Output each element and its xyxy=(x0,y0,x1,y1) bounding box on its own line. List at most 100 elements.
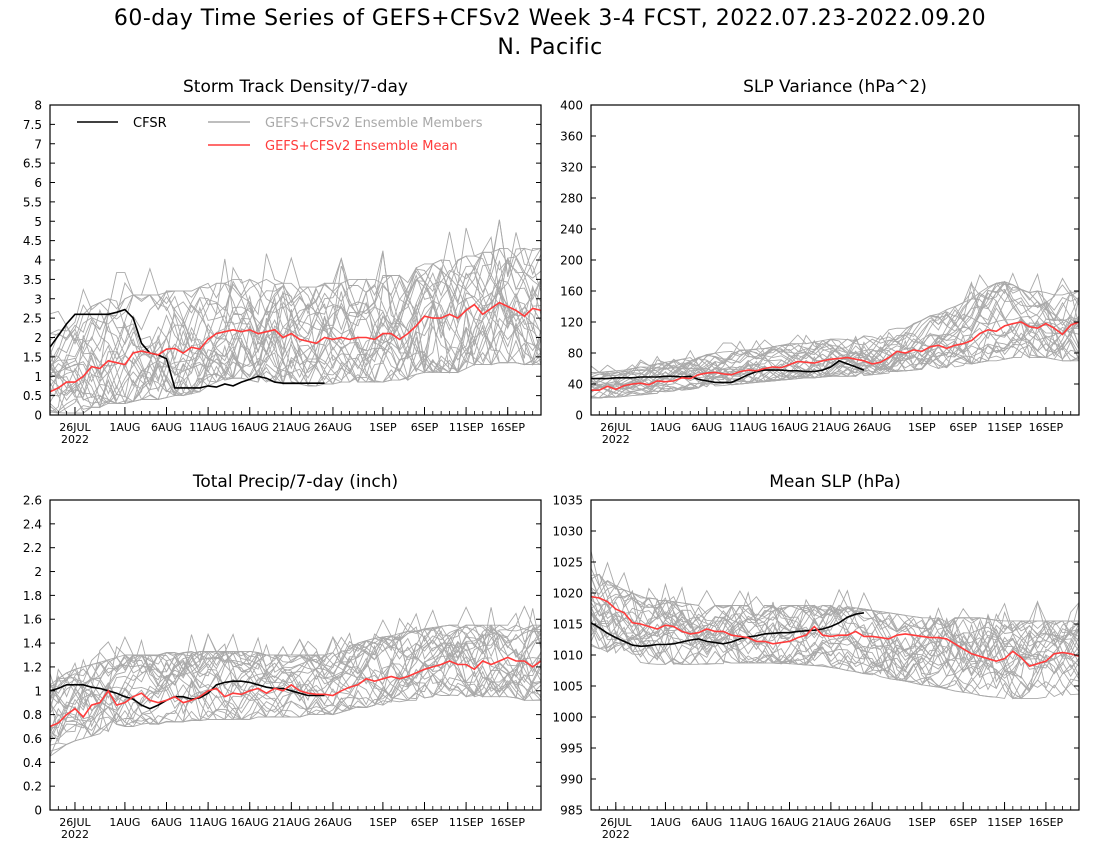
panel-title: Total Precip/7-day (inch) xyxy=(192,472,398,492)
member-line xyxy=(50,260,541,414)
member-line xyxy=(591,582,1079,700)
x-year-label: 2022 xyxy=(61,433,89,446)
legend-mean-label: GEFS+CFSv2 Ensemble Mean xyxy=(265,139,458,154)
member-line xyxy=(50,255,541,381)
y-tick-label: 6 xyxy=(34,176,42,190)
member-line xyxy=(50,624,541,727)
plot-frame xyxy=(49,499,542,811)
member-line xyxy=(50,311,541,404)
member-line xyxy=(50,606,541,706)
member-line xyxy=(50,259,541,395)
member-line xyxy=(591,580,1079,694)
y-tick-label: 2 xyxy=(34,565,42,579)
y-tick-label: 1035 xyxy=(552,494,583,508)
x-tick-label: 16AUG xyxy=(770,816,808,829)
x-year-label: 2022 xyxy=(602,433,630,446)
y-tick-label: 0.8 xyxy=(23,708,42,722)
cfsr-line xyxy=(50,308,325,389)
member-line xyxy=(591,326,1079,392)
cfsr-line xyxy=(591,359,865,384)
y-tick-label: 1005 xyxy=(552,680,583,694)
member-line xyxy=(591,272,1079,387)
x-year-label: 2022 xyxy=(61,828,89,841)
member-line xyxy=(50,258,541,404)
figure-title: 60-day Time Series of GEFS+CFSv2 Week 3-… xyxy=(113,6,987,31)
member-line xyxy=(591,318,1079,391)
member-line xyxy=(591,590,1079,700)
y-tick-label: 1000 xyxy=(552,711,583,725)
member-line xyxy=(591,580,1079,699)
x-tick-label: 26AUG xyxy=(853,816,891,829)
y-tick-label: 7.5 xyxy=(23,118,42,132)
ensemble-mean-line xyxy=(50,301,541,393)
y-tick-label: 3.5 xyxy=(23,273,42,287)
y-tick-label: 1025 xyxy=(552,556,583,570)
x-tick-label: 26AUG xyxy=(314,421,352,434)
y-tick-label: 160 xyxy=(560,285,583,299)
x-tick-label: 16SEP xyxy=(490,816,525,829)
y-tick-label: 1 xyxy=(34,370,42,384)
panel-3: Total Precip/7-day (inch)00.20.40.60.811… xyxy=(23,472,542,841)
member-line xyxy=(50,253,541,351)
member-line xyxy=(591,281,1079,387)
y-tick-label: 360 xyxy=(560,130,583,144)
x-tick-label: 11AUG xyxy=(729,421,767,434)
panel-title: Mean SLP (hPa) xyxy=(769,472,901,492)
ensemble-members xyxy=(591,550,1079,700)
x-tick-label: 6AUG xyxy=(151,421,182,434)
y-tick-label: 1010 xyxy=(552,649,583,663)
x-tick-label: 21AUG xyxy=(812,816,850,829)
y-tick-label: 120 xyxy=(560,316,583,330)
x-tick-label: 6SEP xyxy=(411,421,439,434)
x-tick-label: 11AUG xyxy=(729,816,767,829)
y-tick-label: 0.6 xyxy=(23,732,42,746)
x-tick-label: 26JUL xyxy=(600,816,632,829)
y-tick-label: 2.6 xyxy=(23,494,42,508)
x-tick-label: 16AUG xyxy=(231,421,269,434)
member-line xyxy=(591,286,1079,388)
y-tick-label: 6.5 xyxy=(23,157,42,171)
x-tick-label: 11SEP xyxy=(449,421,484,434)
x-tick-label: 16AUG xyxy=(231,816,269,829)
x-tick-label: 11SEP xyxy=(987,421,1022,434)
plot-frame xyxy=(590,499,1080,811)
y-tick-label: 4.5 xyxy=(23,234,42,248)
y-tick-label: 0 xyxy=(34,409,42,423)
y-tick-label: 1030 xyxy=(552,525,583,539)
y-tick-label: 5 xyxy=(34,215,42,229)
x-tick-label: 26AUG xyxy=(314,816,352,829)
member-line xyxy=(591,573,1079,663)
y-tick-label: 990 xyxy=(560,773,583,787)
y-tick-label: 1 xyxy=(34,684,42,698)
legend-cfsr-label: CFSR xyxy=(133,116,167,131)
y-tick-label: 5.5 xyxy=(23,195,42,209)
y-tick-label: 2.5 xyxy=(23,312,42,326)
legend-members-label: GEFS+CFSv2 Ensemble Members xyxy=(265,116,483,131)
member-line xyxy=(50,277,541,377)
ensemble-members xyxy=(50,219,541,414)
x-tick-label: 1SEP xyxy=(369,816,397,829)
x-tick-label: 16SEP xyxy=(1029,816,1064,829)
panel-title: SLP Variance (hPa^2) xyxy=(743,77,927,97)
y-tick-label: 0.4 xyxy=(23,756,42,770)
member-line xyxy=(50,294,541,385)
y-tick-label: 995 xyxy=(560,742,583,756)
member-line xyxy=(50,634,541,737)
y-tick-label: 240 xyxy=(560,223,583,237)
member-line xyxy=(591,345,1079,399)
y-tick-label: 1020 xyxy=(552,587,583,601)
y-tick-label: 1.5 xyxy=(23,350,42,364)
x-tick-label: 1SEP xyxy=(908,421,936,434)
x-tick-label: 6AUG xyxy=(151,816,182,829)
y-tick-label: 2 xyxy=(34,331,42,345)
y-tick-label: 200 xyxy=(560,254,583,268)
panel-title: Storm Track Density/7-day xyxy=(183,77,408,97)
member-line xyxy=(50,605,541,740)
member-line xyxy=(50,227,541,387)
cfsr-line xyxy=(50,680,325,710)
member-line xyxy=(591,306,1079,393)
member-line xyxy=(591,573,1079,661)
y-tick-label: 1.2 xyxy=(23,660,42,674)
member-line xyxy=(591,575,1079,641)
